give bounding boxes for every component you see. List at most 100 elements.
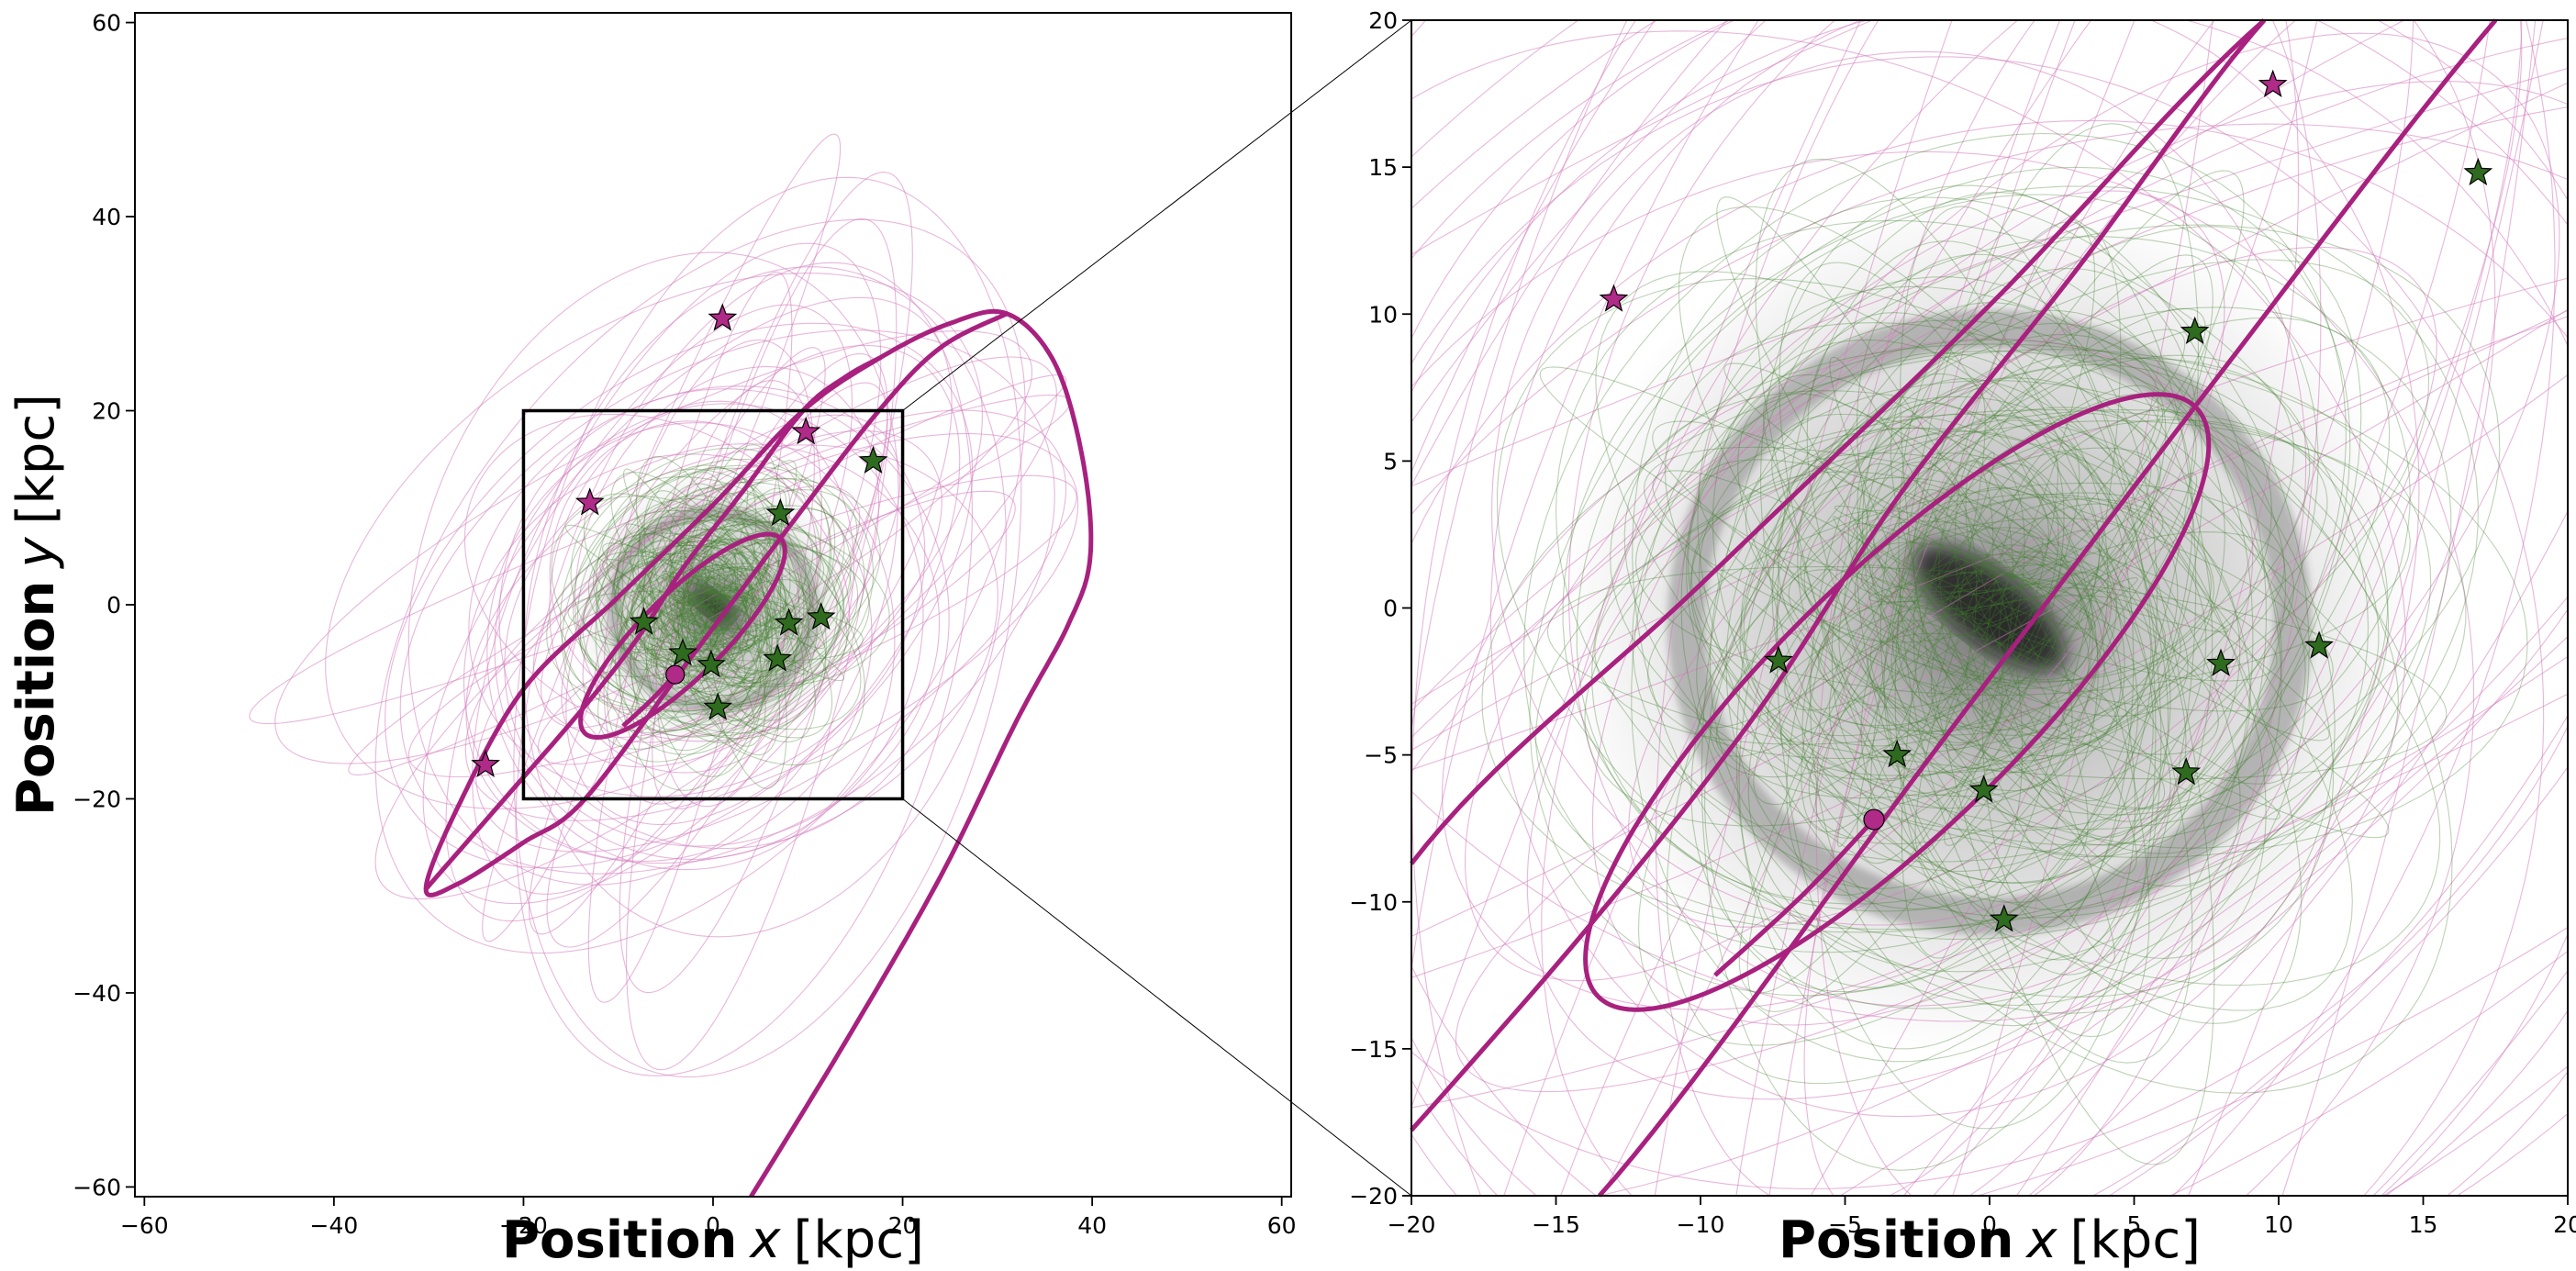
- insitu-orbit-trace: [715, 583, 763, 669]
- insitu-orbit-trace: [595, 468, 819, 737]
- insitu-orbit-trace: [1806, 312, 2303, 1024]
- insitu-orbit-trace: [669, 556, 746, 689]
- insitu-orbit-trace: [691, 594, 763, 635]
- accreted-orbit-trace: [1411, 19, 2569, 1197]
- y-tick-label: −60: [72, 1174, 121, 1200]
- insitu-orbit-trace: [1740, 476, 2105, 809]
- accreted-orbit-trace: [1655, 19, 2300, 1197]
- insitu-orbit-trace: [617, 555, 789, 654]
- insitu-orbit-trace: [655, 539, 782, 682]
- insitu-orbit-trace: [1696, 329, 2186, 729]
- accreted-orbit-trace: [1735, 19, 2544, 1197]
- insitu-orbit-trace: [618, 466, 782, 791]
- x-tick-label: 5: [2127, 1211, 2142, 1238]
- insitu-orbit-trace: [709, 552, 761, 711]
- insitu-orbit-trace: [1678, 206, 2241, 887]
- accreted-orbit-trace: [587, 271, 793, 1003]
- insitu-star-marker: [629, 607, 659, 635]
- y-label-var: y: [6, 537, 66, 570]
- insitu-orbit-trace: [1747, 418, 2389, 973]
- insitu-orbit-trace: [622, 505, 785, 654]
- insitu-orbit-trace: [1699, 380, 2380, 831]
- accreted-orbit-trace: [1411, 19, 2569, 1197]
- insitu-orbit-trace: [1632, 196, 2310, 1007]
- accreted-orbit-trace: [407, 474, 1077, 778]
- accreted-orbit-trace: [374, 218, 1026, 954]
- highlighted-orbit: [1410, 18, 2498, 1198]
- insitu-orbit-trace: [642, 540, 818, 674]
- accreted-orbit-trace: [1591, 32, 2560, 1026]
- insitu-orbit-trace: [1980, 544, 2093, 643]
- y-tick-label: 5: [1383, 448, 1398, 474]
- accreted-orbit-trace: [482, 133, 842, 942]
- insitu-orbit-trace: [570, 476, 838, 708]
- accreted-orbit-trace: [1411, 38, 2569, 1197]
- x-tick-label: 60: [1267, 1212, 1297, 1239]
- insitu-orbit-trace: [640, 585, 809, 675]
- accreted-star-marker: [708, 303, 738, 331]
- insitu-orbit-trace: [1664, 322, 2399, 849]
- insitu-orbit-trace: [613, 515, 845, 684]
- insitu-orbit-trace: [1941, 556, 2125, 689]
- insitu-orbit-trace: [1481, 349, 2432, 933]
- insitu-orbit-trace: [1833, 516, 2066, 808]
- accreted-star-marker: [2258, 69, 2288, 97]
- insitu-orbit-trace: [669, 487, 809, 686]
- accreted-orbit-trace: [565, 344, 961, 825]
- insitu-orbit-trace: [1815, 408, 2197, 839]
- accreted-orbit-trace: [1815, 19, 2322, 1197]
- insitu-orbit-trace: [1935, 500, 2044, 576]
- accreted-orbit-trace: [582, 414, 901, 743]
- accreted-orbit-trace: [374, 356, 1057, 900]
- insitu-orbit-trace: [1652, 420, 2289, 785]
- accreted-orbit-trace: [468, 385, 926, 797]
- insitu-orbit-trace: [1735, 302, 2158, 1050]
- insitu-orbit-trace: [1738, 268, 2203, 988]
- insitu-orbit-trace: [673, 589, 742, 604]
- insitu-orbit-trace: [1709, 351, 2109, 889]
- accreted-orbit-trace: [603, 339, 815, 805]
- insitu-orbit-trace: [1809, 561, 2082, 727]
- accreted-orbit-trace: [1411, 119, 2569, 1197]
- background-orbits: [1411, 19, 2569, 1197]
- accreted-orbit-trace: [513, 176, 1022, 1078]
- insitu-orbit-trace: [1776, 363, 2272, 774]
- insitu-orbit-trace: [1771, 416, 2154, 903]
- insitu-orbit-trace: [635, 455, 780, 756]
- accreted-orbit-trace: [1411, 151, 2475, 1197]
- insitu-orbit-trace: [1871, 518, 2135, 593]
- insitu-orbit-trace: [1686, 236, 2411, 832]
- insitu-orbit-trace: [1868, 563, 2073, 603]
- highlighted-orbit: [423, 308, 1094, 1199]
- x-tick-label: −5: [1828, 1211, 1862, 1238]
- insitu-star-marker: [1989, 904, 2019, 932]
- insitu-orbit-trace: [1737, 393, 2073, 792]
- insitu-orbit-trace: [1709, 412, 2152, 778]
- accreted-orbit-trace: [445, 304, 853, 922]
- x-tick-label: 10: [2264, 1211, 2293, 1238]
- insitu-orbit-trace: [1687, 339, 2390, 846]
- insitu-orbit-trace: [1698, 459, 2219, 755]
- insitu-star-marker: [2171, 757, 2202, 786]
- insitu-orbit-trace: [587, 517, 890, 688]
- insitu-orbit-trace: [656, 602, 714, 639]
- insitu-orbit-trace: [1890, 551, 2152, 763]
- insitu-orbit-trace: [641, 541, 767, 703]
- insitu-orbit-trace: [701, 541, 773, 682]
- y-tick-label: −20: [72, 786, 121, 812]
- insitu-orbit-trace: [1914, 449, 2059, 855]
- y-tick-label: 40: [92, 204, 121, 230]
- accreted-orbit-trace: [1411, 123, 2569, 1197]
- stellar-density-image: [1556, 189, 2424, 1057]
- x-tick-label: 0: [1982, 1211, 1997, 1238]
- insitu-orbit-trace: [1786, 414, 2065, 896]
- insitu-star-marker: [765, 497, 796, 527]
- connector-line-bottom: [902, 798, 1412, 1197]
- insitu-orbit-trace: [1632, 224, 2501, 863]
- insitu-orbit-trace: [1981, 452, 2135, 928]
- insitu-star-marker: [774, 608, 804, 636]
- accreted-orbit-trace: [655, 380, 822, 808]
- x-tick-label: 20: [2553, 1211, 2576, 1238]
- accreted-orbit-trace: [1411, 19, 2569, 1197]
- accreted-orbit-trace: [549, 400, 854, 774]
